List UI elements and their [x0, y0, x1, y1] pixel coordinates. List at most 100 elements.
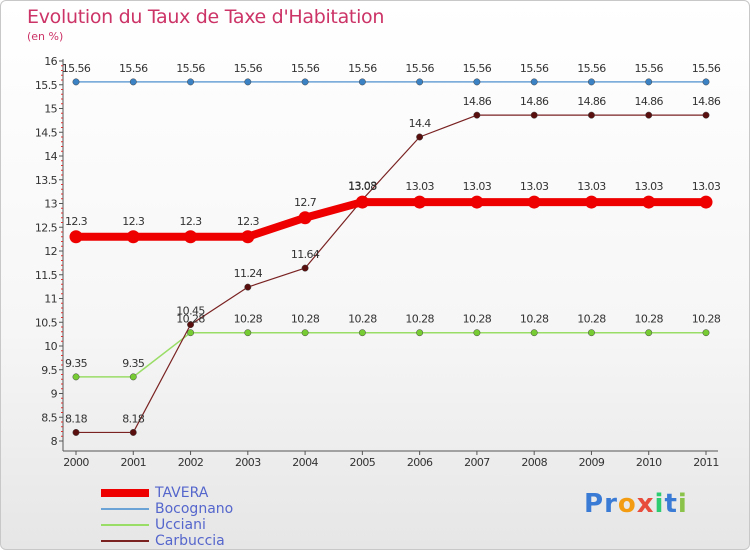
y-tick-label: 15 — [44, 103, 57, 116]
y-tick-label: 14 — [44, 150, 57, 163]
y-tick-label: 14.5 — [35, 126, 58, 139]
data-point-bocognano — [473, 78, 481, 86]
data-point-bocognano — [588, 78, 595, 86]
data-point-ucciani — [530, 329, 538, 337]
data-label-carbuccia: 11.64 — [291, 248, 320, 261]
data-label-ucciani: 10.28 — [176, 313, 205, 326]
y-tick-label: 12.5 — [35, 221, 58, 234]
legend-label: TAVERA — [155, 485, 209, 501]
logo-letter: i — [677, 489, 688, 519]
data-point-ucciani — [301, 329, 309, 337]
legend-label: Ucciani — [155, 517, 206, 533]
data-label-bocognano: 15.56 — [634, 62, 663, 75]
data-point-bocognano — [530, 78, 538, 86]
data-point-bocognano — [244, 78, 252, 86]
chart-title: Evolution du Taux de Taxe d'Habitation — [27, 6, 385, 28]
x-tick-label: 2006 — [407, 456, 433, 469]
data-point-bocognano — [301, 78, 309, 86]
legend-swatch — [101, 540, 149, 542]
logo-letter: o — [617, 489, 637, 519]
logo-letter: x — [636, 489, 655, 519]
data-point-tavera — [184, 230, 198, 244]
data-point-carbuccia — [645, 111, 653, 119]
data-point-carbuccia — [702, 111, 710, 119]
x-tick-label: 2009 — [579, 456, 605, 469]
data-label-bocognano: 15.56 — [176, 62, 205, 75]
data-label-bocognano: 15.56 — [62, 62, 91, 75]
legend-item-carbuccia: Carbuccia — [101, 533, 301, 549]
y-tick-label: 12 — [44, 245, 57, 258]
data-point-tavera — [470, 195, 484, 209]
data-point-bocognano — [72, 78, 80, 86]
data-point-carbuccia — [187, 321, 194, 329]
data-label-tavera: 12.3 — [122, 215, 145, 228]
legend: TAVERA Bocognano Ucciani Carbuccia — [101, 485, 301, 549]
legend-label: Bocognano — [155, 501, 234, 517]
data-label-ucciani: 9.35 — [65, 357, 88, 370]
data-label-ucciani: 10.28 — [692, 313, 721, 326]
data-point-carbuccia — [416, 133, 424, 141]
data-point-carbuccia — [72, 429, 80, 436]
series-line-ucciani — [75, 331, 707, 378]
data-point-carbuccia — [244, 283, 252, 291]
data-label-carbuccia: 10.45 — [176, 305, 205, 318]
data-label-carbuccia: 14.86 — [692, 95, 721, 108]
data-label-tavera: 13.03 — [348, 180, 377, 193]
y-tick-label: 8 — [51, 435, 58, 448]
y-tick-label: 13.5 — [35, 174, 58, 187]
proxiti-logo: Proxiti — [584, 489, 688, 519]
data-point-bocognano — [187, 78, 194, 86]
data-point-bocognano — [702, 78, 710, 86]
data-point-tavera — [527, 195, 541, 209]
y-tick-label: 10 — [44, 340, 57, 353]
legend-item-bocognano: Bocognano — [101, 501, 301, 517]
data-label-bocognano: 15.56 — [463, 62, 492, 75]
data-point-carbuccia — [588, 111, 595, 119]
y-tick-label: 15.5 — [35, 79, 58, 92]
data-point-ucciani — [588, 329, 595, 337]
data-label-carbuccia: 13.08 — [348, 180, 377, 193]
logo-letter: P — [584, 489, 605, 519]
data-point-ucciani — [473, 329, 481, 337]
y-tick-label: 10.5 — [35, 316, 58, 329]
data-label-tavera: 13.03 — [692, 180, 721, 193]
legend-item-ucciani: Ucciani — [101, 517, 301, 533]
data-label-bocognano: 15.56 — [291, 62, 320, 75]
y-tick-label: 9.5 — [41, 364, 57, 377]
data-label-carbuccia: 14.86 — [463, 95, 492, 108]
data-label-tavera: 13.03 — [577, 180, 606, 193]
series-line-tavera — [72, 198, 710, 241]
y-tick-label: 13 — [44, 198, 57, 211]
logo-letter: t — [664, 489, 678, 519]
data-label-carbuccia: 14.86 — [634, 95, 663, 108]
data-point-tavera — [699, 195, 713, 209]
data-point-carbuccia — [473, 111, 481, 119]
x-tick-label: 2005 — [350, 456, 376, 469]
data-label-bocognano: 15.56 — [234, 62, 263, 75]
data-label-bocognano: 15.56 — [577, 62, 606, 75]
x-tick-label: 2000 — [63, 456, 89, 469]
legend-swatch — [101, 524, 149, 526]
y-tick-label: 9 — [51, 388, 58, 401]
legend-swatch — [101, 508, 149, 510]
data-point-tavera — [298, 211, 312, 225]
data-point-ucciani — [187, 329, 194, 337]
data-label-tavera: 13.03 — [405, 180, 434, 193]
data-point-ucciani — [129, 373, 137, 381]
data-label-carbuccia: 8.18 — [122, 412, 145, 425]
data-label-carbuccia: 11.24 — [234, 267, 263, 280]
data-point-carbuccia — [301, 264, 309, 272]
data-label-carbuccia: 8.18 — [65, 412, 88, 425]
y-tick-label: 11.5 — [35, 269, 58, 282]
data-point-ucciani — [358, 329, 366, 337]
data-label-tavera: 13.03 — [634, 180, 663, 193]
data-point-bocognano — [129, 78, 137, 86]
data-label-ucciani: 10.28 — [291, 313, 320, 326]
data-point-tavera — [355, 195, 369, 209]
legend-label: Carbuccia — [155, 533, 225, 549]
data-label-bocognano: 15.56 — [348, 62, 377, 75]
data-label-bocognano: 15.56 — [405, 62, 434, 75]
data-label-ucciani: 10.28 — [463, 313, 492, 326]
y-tick-label: 16 — [44, 55, 57, 68]
